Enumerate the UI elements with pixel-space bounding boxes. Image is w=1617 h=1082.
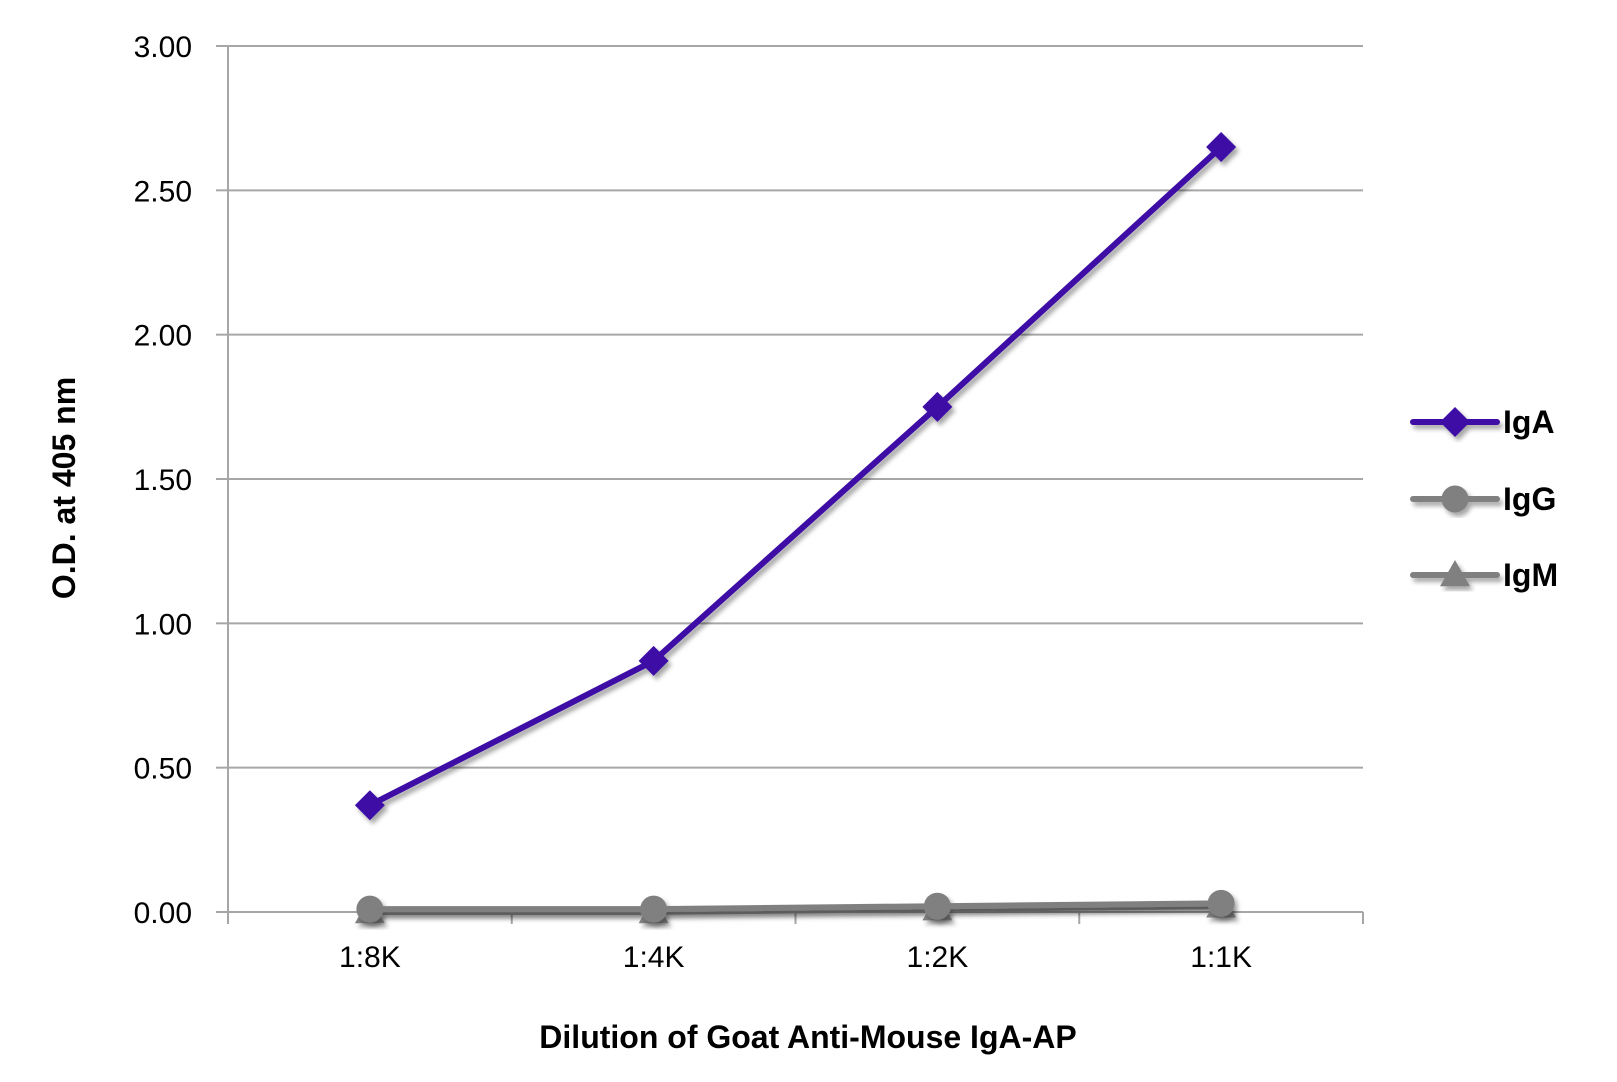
legend-marker [1441,485,1469,513]
legend-item-iga [1410,407,1500,437]
legend-item-igg [1410,485,1500,513]
x-tick-label: 1:8K [339,941,401,974]
legend-marker [1440,407,1470,437]
legend-label: IgG [1503,481,1556,517]
data-point-igg [640,895,668,923]
legend-marker [1440,560,1470,587]
data-point-iga [1206,132,1237,163]
y-tick-label: 2.00 [134,320,192,353]
y-tick-label: 2.50 [134,175,192,208]
y-tick-label: 0.00 [134,897,192,930]
series-line-iga [366,144,1225,809]
x-axis-title: Dilution of Goat Anti-Mouse IgA-AP [539,1019,1076,1055]
x-tick-label: 1:1K [1190,941,1252,974]
legend: IgA IgG IgM [1410,404,1558,593]
data-point-igg [923,892,951,920]
axes: 0.00 0.50 1.00 1.50 2.00 2.50 3.00 1:8K 1:4K 1:2K… [134,31,1364,974]
series-igg [356,889,1235,923]
series-line-igg [366,900,1225,913]
series-lines [354,132,1237,924]
data-point-igg [356,895,384,923]
data-point-igg [1207,889,1235,917]
x-tick-label: 1:2K [907,941,969,974]
y-tick-label: 1.00 [134,608,192,641]
legend-label: IgA [1503,404,1555,440]
x-tick-label: 1:4K [623,941,685,974]
data-point-iga [638,645,669,676]
legend-label: IgM [1503,557,1558,593]
series-iga [354,132,1237,821]
gridlines [228,45,1363,769]
axis-labels: Dilution of Goat Anti-Mouse IgA-AP O.D. … [46,377,1077,1055]
data-point-iga [922,391,953,422]
data-point-iga [354,790,385,821]
y-tick-label: 1.50 [134,464,192,497]
y-tick-label: 3.00 [134,31,192,64]
y-axis-title: O.D. at 405 nm [46,377,82,599]
legend-item-igm [1410,560,1500,587]
y-tick-label: 0.50 [134,753,192,786]
